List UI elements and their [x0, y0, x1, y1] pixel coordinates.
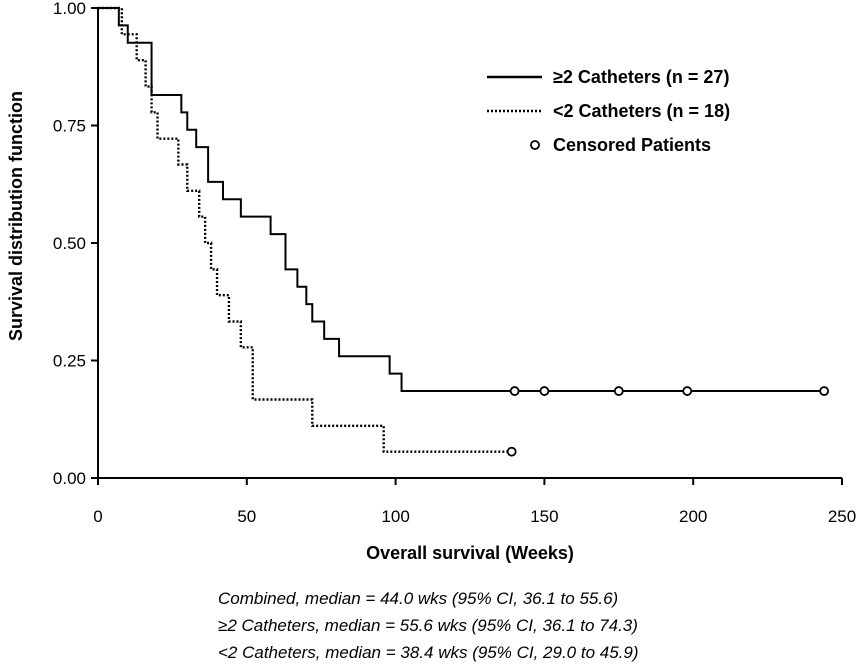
ticks: 0 50 100 150 200 250 0.00 0.25 0.50 0.75 1.00 [53, 0, 856, 526]
y-tick-label: 0.25 [53, 352, 86, 371]
x-axis-title: Overall survival (Weeks) [366, 543, 574, 563]
legend-label-solid: ≥2 Catheters (n = 27) [553, 67, 729, 87]
y-axis-title: Survival distribution function [6, 91, 26, 341]
legend-label-dotted: <2 Catheters (n = 18) [553, 101, 730, 121]
survival-curves [98, 6, 830, 457]
x-tick-label: 0 [93, 507, 102, 526]
censor-marker [819, 386, 830, 396]
x-tick-label: 50 [237, 507, 256, 526]
y-tick-label: 0.50 [53, 234, 86, 253]
legend-censor-marker-icon [530, 140, 540, 150]
y-tick-label: 0.00 [53, 469, 86, 488]
x-tick-label: 200 [679, 507, 707, 526]
legend: ≥2 Catheters (n = 27) <2 Catheters (n = … [487, 67, 730, 155]
lt2-catheters-curve [98, 6, 515, 453]
censor-marker [539, 386, 550, 396]
legend-label-censored: Censored Patients [553, 135, 711, 155]
caption-ge2: ≥2 Catheters, median = 55.6 wks (95% CI,… [218, 616, 638, 635]
caption-lt2: <2 Catheters, median = 38.4 wks (95% CI,… [218, 643, 639, 662]
caption-combined: Combined, median = 44.0 wks (95% CI, 36.… [218, 589, 618, 608]
x-tick-label: 150 [530, 507, 558, 526]
y-tick-label: 0.75 [53, 117, 86, 136]
caption: Combined, median = 44.0 wks (95% CI, 36.… [218, 589, 639, 662]
censor-marker [682, 386, 693, 396]
censor-marker [613, 386, 624, 396]
y-tick-label: 1.00 [53, 0, 86, 18]
x-tick-label: 250 [828, 507, 856, 526]
x-tick-label: 100 [381, 507, 409, 526]
censor-marker [506, 446, 517, 457]
ge2-catheters-curve [98, 7, 828, 393]
censor-marker [509, 386, 520, 396]
axes [97, 8, 842, 479]
